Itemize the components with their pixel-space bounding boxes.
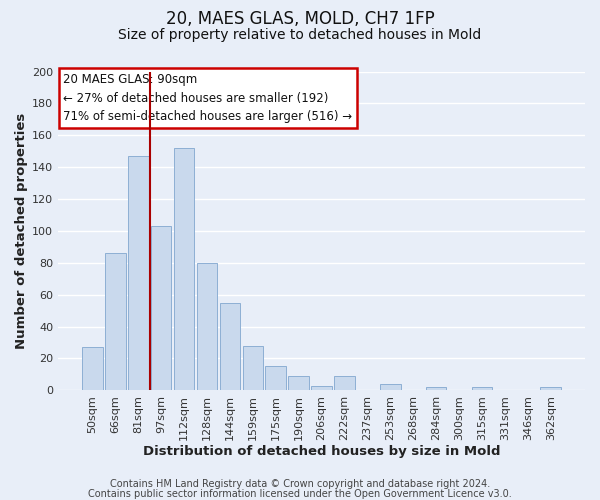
- Bar: [197, 263, 217, 390]
- Bar: [105, 253, 125, 390]
- Bar: [220, 302, 240, 390]
- Bar: [334, 376, 355, 390]
- Bar: [380, 384, 401, 390]
- Bar: [242, 346, 263, 391]
- Y-axis label: Number of detached properties: Number of detached properties: [15, 113, 28, 349]
- Bar: [82, 348, 103, 391]
- Bar: [174, 148, 194, 390]
- Text: Contains public sector information licensed under the Open Government Licence v3: Contains public sector information licen…: [88, 489, 512, 499]
- Text: 20, MAES GLAS, MOLD, CH7 1FP: 20, MAES GLAS, MOLD, CH7 1FP: [166, 10, 434, 28]
- Bar: [472, 387, 493, 390]
- Bar: [541, 387, 561, 390]
- Text: Contains HM Land Registry data © Crown copyright and database right 2024.: Contains HM Land Registry data © Crown c…: [110, 479, 490, 489]
- Text: Size of property relative to detached houses in Mold: Size of property relative to detached ho…: [118, 28, 482, 42]
- Bar: [426, 387, 446, 390]
- Bar: [128, 156, 149, 390]
- Text: 20 MAES GLAS: 90sqm
← 27% of detached houses are smaller (192)
71% of semi-detac: 20 MAES GLAS: 90sqm ← 27% of detached ho…: [64, 73, 353, 123]
- Bar: [289, 376, 309, 390]
- Bar: [311, 386, 332, 390]
- Bar: [151, 226, 172, 390]
- Bar: [265, 366, 286, 390]
- X-axis label: Distribution of detached houses by size in Mold: Distribution of detached houses by size …: [143, 444, 500, 458]
